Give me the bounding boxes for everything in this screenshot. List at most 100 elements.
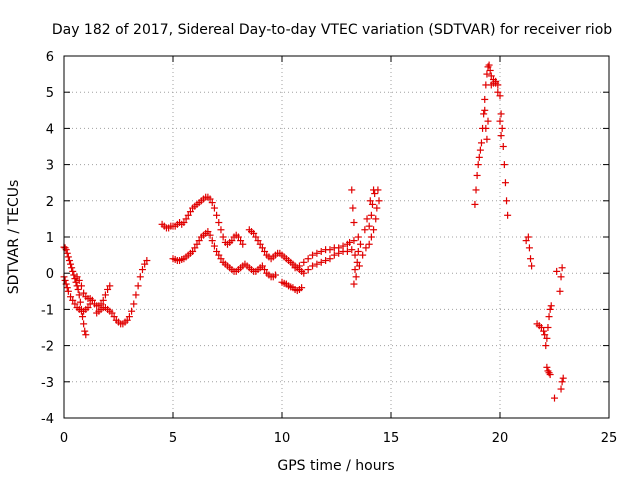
data-point [130, 300, 138, 308]
data-point [106, 282, 114, 290]
data-point [215, 251, 223, 259]
data-point [557, 273, 565, 281]
data-point [300, 258, 308, 266]
data-point [180, 219, 188, 227]
data-point [300, 269, 308, 277]
chart-title: Day 182 of 2017, Sidereal Day-to-day VTE… [52, 22, 612, 38]
data-point [366, 197, 374, 205]
data-point [476, 146, 484, 154]
data-point [487, 72, 495, 80]
data-point [80, 289, 88, 297]
data-point [75, 276, 83, 284]
data-point [61, 276, 69, 284]
data-point [271, 271, 279, 279]
data-point [335, 249, 343, 257]
data-point [74, 285, 82, 293]
data-point [475, 153, 483, 161]
data-point [326, 255, 334, 263]
data-point [184, 211, 192, 219]
data-point [359, 251, 367, 259]
data-point [298, 284, 306, 292]
data-point [483, 70, 491, 78]
data-point [546, 305, 554, 313]
data-point [108, 309, 116, 317]
data-point [206, 195, 214, 203]
data-point [365, 240, 373, 248]
data-point [543, 363, 551, 371]
plot-frame [63, 55, 610, 419]
data-point [68, 264, 76, 272]
data-point [136, 273, 144, 281]
data-point [309, 251, 317, 259]
y-tick-label: 3 [46, 159, 54, 174]
data-point [217, 255, 225, 263]
data-point [485, 61, 493, 69]
data-point [543, 334, 551, 342]
data-point [217, 226, 225, 234]
data-point [349, 204, 357, 212]
data-point [481, 95, 489, 103]
data-point [545, 313, 553, 321]
y-tick-label: -3 [41, 376, 54, 391]
data-point [350, 219, 358, 227]
data-point [497, 132, 505, 140]
data-point [558, 264, 566, 272]
data-point [542, 342, 550, 350]
data-point [371, 190, 379, 198]
x-tick-labels: 0 5 10 15 20 25 [60, 431, 617, 446]
data-point [553, 267, 561, 275]
data-point [362, 244, 370, 252]
data-point [70, 271, 78, 279]
data-point [256, 240, 264, 248]
y-axis-title: SDTVAR / TECUs [6, 180, 22, 295]
data-point [496, 117, 504, 125]
data-point [355, 262, 363, 270]
data-point [472, 186, 480, 194]
data-point [128, 307, 136, 315]
data-point [559, 374, 567, 382]
data-point [82, 331, 90, 339]
data-point [498, 124, 506, 132]
data-point [84, 304, 92, 312]
data-point [65, 257, 73, 265]
data-point [351, 266, 359, 274]
data-point [544, 324, 552, 331]
data-point [356, 240, 364, 248]
data-point [73, 273, 81, 281]
data-point [239, 240, 247, 248]
data-point [350, 237, 358, 245]
data-point [143, 257, 151, 265]
data-point [471, 200, 479, 208]
data-point [365, 222, 373, 230]
data-point [525, 244, 533, 252]
data-point [367, 211, 375, 219]
data-point [368, 200, 376, 208]
data-point [123, 316, 131, 324]
data-point [304, 266, 312, 274]
data-point [482, 124, 490, 132]
y-tick-label: -1 [41, 303, 54, 318]
data-point [110, 313, 118, 321]
data-point [352, 273, 360, 281]
data-point [313, 249, 321, 257]
data-point [304, 255, 312, 263]
data-point [313, 260, 321, 268]
data-point [291, 264, 299, 272]
data-point [210, 204, 218, 212]
y-tick-label: 0 [46, 267, 54, 282]
data-point [537, 324, 545, 331]
data-point [261, 266, 269, 274]
data-point [237, 237, 245, 245]
data-points [60, 61, 567, 402]
data-point [75, 291, 83, 299]
data-point [528, 262, 536, 270]
data-point [186, 208, 194, 216]
data-point [367, 233, 375, 241]
data-point [500, 161, 508, 169]
data-point [125, 313, 133, 321]
data-point [71, 300, 79, 308]
x-tick-label: 0 [60, 431, 68, 446]
data-point [258, 244, 266, 252]
data-point [374, 186, 382, 194]
data-point [317, 258, 325, 266]
